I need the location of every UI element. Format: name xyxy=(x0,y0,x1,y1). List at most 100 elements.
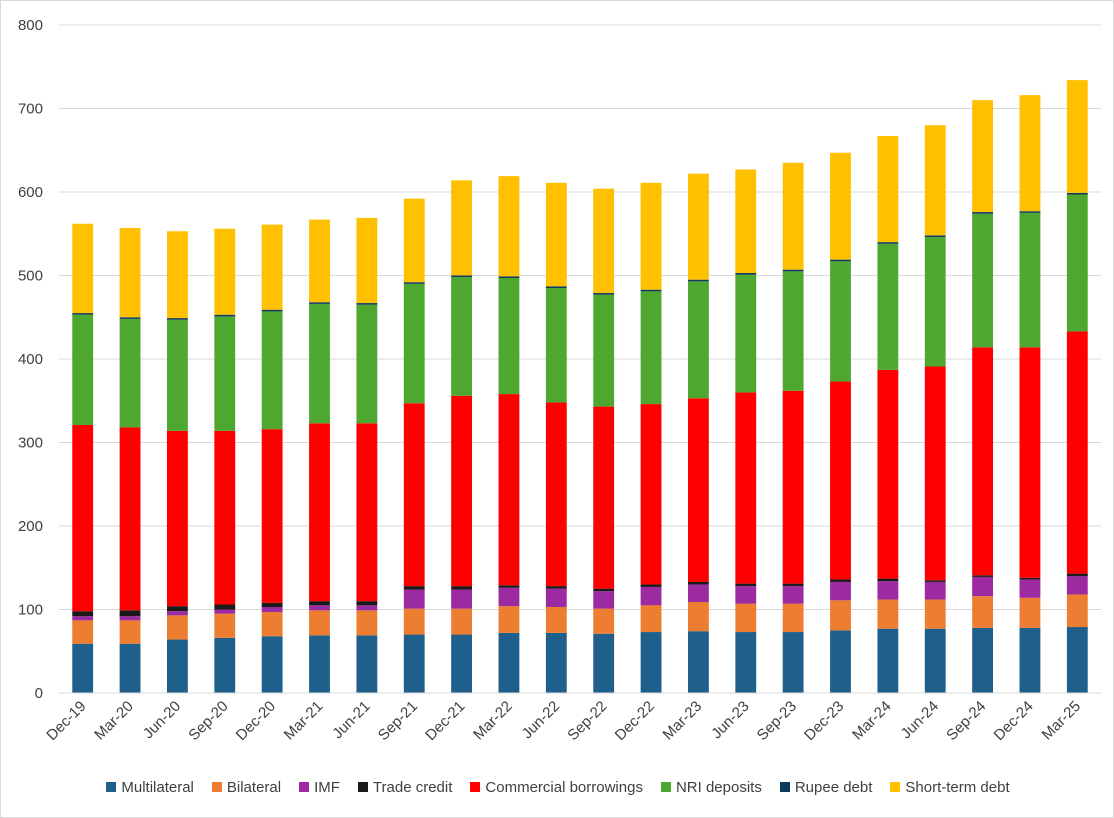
x-tick-label: Sep-22 xyxy=(564,698,610,744)
x-tick-label: Sep-21 xyxy=(375,698,421,744)
bar-stack-sep-22 xyxy=(593,188,615,693)
bar-segment-short-term-debt xyxy=(782,162,804,270)
bar-segment-trade-credit xyxy=(214,604,236,610)
bar-segment-trade-credit xyxy=(498,585,520,588)
bar-segment-nri-deposits xyxy=(687,281,709,399)
bar-segment-rupee-debt xyxy=(72,313,94,315)
bar-segment-trade-credit xyxy=(640,584,662,587)
bar-segment-commercial-borrowings xyxy=(640,404,662,585)
bar-stack-mar-20 xyxy=(119,227,141,693)
bar-stack-mar-22 xyxy=(498,176,520,693)
legend-swatch xyxy=(357,782,368,792)
bar-segment-short-term-debt xyxy=(830,152,851,260)
bar-segment-short-term-debt xyxy=(1066,80,1088,193)
bar-segment-commercial-borrowings xyxy=(119,427,141,611)
x-tick-label: Mar-20 xyxy=(91,698,137,744)
bar-segment-rupee-debt xyxy=(545,286,567,289)
bar-segment-rupee-debt xyxy=(451,275,473,278)
x-tick-label: Dec-22 xyxy=(612,698,658,744)
bar-segment-nri-deposits xyxy=(1019,212,1041,348)
x-tick-label: Jun-24 xyxy=(898,698,942,742)
bar-segment-rupee-debt xyxy=(640,289,662,292)
bar-segment-nri-deposits xyxy=(877,243,899,370)
bar-segment-nri-deposits xyxy=(356,304,378,424)
x-tick-label: Mar-21 xyxy=(281,698,327,744)
x-tick-label: Dec-19 xyxy=(43,698,89,744)
bar-segment-imf xyxy=(403,589,425,609)
bar-segment-imf xyxy=(735,586,757,604)
bar-segment-imf xyxy=(687,584,709,602)
x-tick-label: Sep-23 xyxy=(754,698,800,744)
bar-segment-multilateral xyxy=(830,630,851,693)
bar-segment-nri-deposits xyxy=(640,291,662,405)
bar-segment-bilateral xyxy=(166,615,188,640)
legend-swatch xyxy=(660,782,671,792)
bar-segment-nri-deposits xyxy=(72,314,94,425)
bar-segment-trade-credit xyxy=(451,586,473,590)
bar-segment-bilateral xyxy=(309,610,330,636)
bar-segment-commercial-borrowings xyxy=(1019,347,1041,578)
bar-segment-rupee-debt xyxy=(830,259,851,262)
bar-segment-nri-deposits xyxy=(593,294,615,407)
y-tick-label: 300 xyxy=(18,435,43,452)
bar-segment-short-term-debt xyxy=(877,136,899,243)
y-tick-label: 700 xyxy=(18,101,43,118)
x-tick-label: Mar-25 xyxy=(1039,698,1085,744)
bar-segment-rupee-debt xyxy=(1066,192,1088,195)
bar-segment-multilateral xyxy=(498,632,520,693)
bar-segment-short-term-debt xyxy=(498,176,520,277)
legend-item: NRI deposits xyxy=(660,778,762,796)
bar-segment-nri-deposits xyxy=(830,261,851,382)
bar-segment-nri-deposits xyxy=(972,213,994,348)
bar-stack-mar-25 xyxy=(1066,80,1088,693)
bar-segment-bilateral xyxy=(924,599,946,629)
bar-segment-commercial-borrowings xyxy=(498,394,520,586)
x-tick-label: Jun-22 xyxy=(519,698,563,742)
bar-stack-dec-24 xyxy=(1019,95,1041,693)
bar-segment-commercial-borrowings xyxy=(309,423,330,602)
legend-label: Rupee debt xyxy=(794,778,873,796)
y-tick-label: 800 xyxy=(18,17,43,34)
x-tick-label: Mar-23 xyxy=(660,698,706,744)
bar-segment-commercial-borrowings xyxy=(214,430,236,605)
bar-segment-imf xyxy=(972,576,994,597)
bar-segment-commercial-borrowings xyxy=(403,403,425,587)
legend-item: Bilateral xyxy=(211,778,282,796)
legend-swatch xyxy=(106,782,117,792)
y-axis-ticks: 0 100 200 300 400 500 600 700 800 xyxy=(18,17,43,702)
bar-segment-bilateral xyxy=(972,596,994,628)
bar-segment-short-term-debt xyxy=(924,125,946,236)
bar-segment-imf xyxy=(119,616,141,621)
y-tick-label: 500 xyxy=(18,268,43,285)
legend-label: Bilateral xyxy=(226,778,282,796)
bar-segment-commercial-borrowings xyxy=(451,395,473,587)
bar-segment-bilateral xyxy=(545,606,567,633)
bar-segment-bilateral xyxy=(261,612,283,637)
legend-label: NRI deposits xyxy=(675,778,762,796)
bar-segment-multilateral xyxy=(119,643,141,693)
bar-segment-commercial-borrowings xyxy=(735,392,757,584)
bar-segment-trade-credit xyxy=(309,601,330,606)
bar-segment-bilateral xyxy=(72,620,94,644)
bar-segment-trade-credit xyxy=(1066,573,1088,577)
bar-segment-commercial-borrowings xyxy=(72,424,94,612)
legend-item: Multilateral xyxy=(106,779,194,796)
bar-segment-multilateral xyxy=(403,634,425,693)
bar-segment-imf xyxy=(214,609,236,614)
bar-segment-bilateral xyxy=(687,601,709,632)
legend-label: IMF xyxy=(314,778,340,796)
bar-stack-dec-22 xyxy=(640,182,662,693)
bar-stack-sep-23 xyxy=(782,162,804,693)
bar-segment-bilateral xyxy=(403,608,425,635)
bar-segment-bilateral xyxy=(119,620,141,644)
bar-stack-jun-23 xyxy=(735,169,757,693)
bar-segment-imf xyxy=(72,616,94,621)
bar-segment-imf xyxy=(545,588,567,607)
bar-segment-commercial-borrowings xyxy=(830,381,851,580)
bar-segment-trade-credit xyxy=(782,583,804,587)
bar-segment-short-term-debt xyxy=(214,228,236,315)
bar-segment-multilateral xyxy=(1019,627,1041,693)
y-tick-label: 600 xyxy=(18,184,43,201)
bar-segment-trade-credit xyxy=(972,575,994,577)
